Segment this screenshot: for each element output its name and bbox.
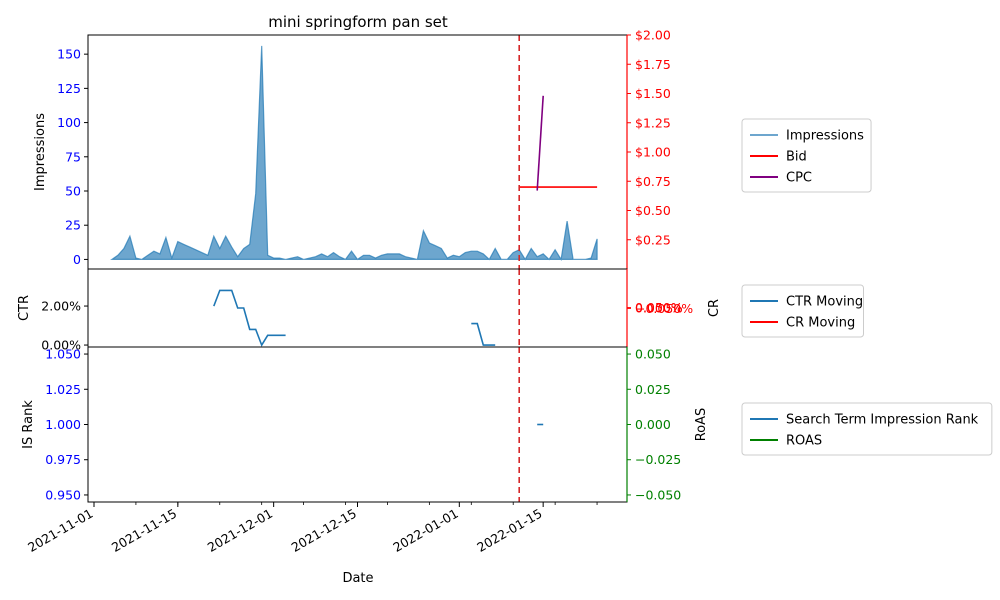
x-axis: 2021-11-01 2021-11-15 2021-12-01 2021-12-15… — [25, 502, 598, 555]
left-tick-label: 100 — [57, 115, 81, 130]
right-tick-label: $1.75 — [635, 57, 671, 72]
chart-title: mini springform pan set — [268, 13, 448, 31]
left-tick-label: 0.950 — [45, 487, 81, 502]
left-tick-label: 150 — [57, 47, 81, 62]
left-tick-label: 1.025 — [45, 382, 81, 397]
right-tick-label: −0.050 — [635, 487, 681, 502]
panel-bottom: 0.950 0.975 1.000 1.025 1.050 −0.050 −0.025 0.0… — [21, 346, 709, 503]
legend-box — [741, 402, 993, 456]
left-tick-label: 125 — [57, 81, 81, 96]
chart-legends: Impressions Bid CPC CTR Moving CR Moving Sear… — [741, 118, 993, 456]
left-tick-label: 0 — [73, 252, 81, 267]
right-axis-label: RoAS — [694, 408, 709, 442]
right-tick-label: $0.75 — [635, 174, 671, 189]
series-ctr-moving-line-1 — [471, 322, 496, 346]
legend-box — [741, 284, 864, 338]
right-tick-label: 0.025 — [635, 382, 671, 397]
left-tick-label: 75 — [65, 149, 81, 164]
left-tick-label: 1.000 — [45, 417, 81, 432]
right-axis-label: CR — [707, 299, 722, 317]
x-axis-label: Date — [342, 571, 373, 586]
x-tick-label: 2022-01-01 — [390, 506, 460, 555]
left-axis-label: CTR — [17, 295, 32, 321]
panel-frame — [87, 34, 628, 270]
panel-frame — [87, 268, 628, 348]
series-cpc-line-0 — [536, 95, 544, 191]
right-tick-label: 0.000 — [635, 417, 671, 432]
chart-panels: 0 25 50 75 100 125 150 $0.25 $0.50 $0.75 $1.00 $1.2… — [17, 28, 722, 503]
legend-entry: Search Term Impression Rank — [786, 413, 979, 428]
legend-top: Impressions Bid CPC — [741, 118, 872, 193]
legend-entry: CTR Moving — [786, 295, 863, 310]
left-tick-label: 25 — [65, 218, 81, 233]
series-impressions-area — [110, 45, 598, 262]
legend-box — [741, 118, 872, 193]
panel-middle: 0.00% 2.00% −0.050%0.000%0.050% CTR CR — [17, 268, 722, 353]
legend-entry: CPC — [786, 171, 812, 186]
legend-entry: Impressions — [786, 129, 864, 144]
right-tick-label: $1.00 — [635, 145, 671, 160]
left-tick-label: 50 — [65, 184, 81, 199]
left-tick-label: 0.00% — [41, 338, 81, 353]
right-tick-label: 0.000% — [635, 301, 683, 316]
left-tick-label: 2.00% — [41, 299, 81, 314]
left-axis-label: Impressions — [33, 113, 48, 191]
right-tick-label: $2.00 — [635, 28, 671, 43]
x-tick-label: 2022-01-15 — [474, 506, 544, 555]
legend-entry: CR Moving — [786, 316, 855, 331]
right-tick-label: −0.050% — [635, 301, 693, 316]
right-tick-label: $1.25 — [635, 115, 671, 130]
left-tick-label: 0.975 — [45, 452, 81, 467]
right-tick-label: $0.50 — [635, 203, 671, 218]
left-tick-label: 1.050 — [45, 347, 81, 362]
legend-entry: Bid — [786, 150, 807, 165]
right-tick-label: −0.025 — [635, 452, 681, 467]
panel-frame — [87, 346, 628, 503]
panel-top: 0 25 50 75 100 125 150 $0.25 $0.50 $0.75 $1.00 $1.2… — [33, 28, 671, 270]
x-tick-label: 2021-11-01 — [25, 506, 95, 555]
x-tick-label: 2021-12-15 — [289, 506, 359, 555]
legend-entry: ROAS — [786, 434, 822, 449]
x-tick-label: 2021-11-15 — [109, 506, 179, 555]
x-tick-label: 2021-12-01 — [205, 506, 275, 555]
right-tick-label: 0.050 — [635, 347, 671, 362]
right-tick-label: $0.25 — [635, 232, 671, 247]
legend-middle: CTR Moving CR Moving — [741, 284, 864, 338]
right-tick-label: $1.50 — [635, 86, 671, 101]
series-ctr-moving-line-0 — [213, 289, 286, 347]
legend-bottom: Search Term Impression Rank ROAS — [741, 402, 993, 456]
left-axis-label: IS Rank — [21, 400, 36, 449]
right-tick-label: 0.050% — [635, 300, 683, 315]
